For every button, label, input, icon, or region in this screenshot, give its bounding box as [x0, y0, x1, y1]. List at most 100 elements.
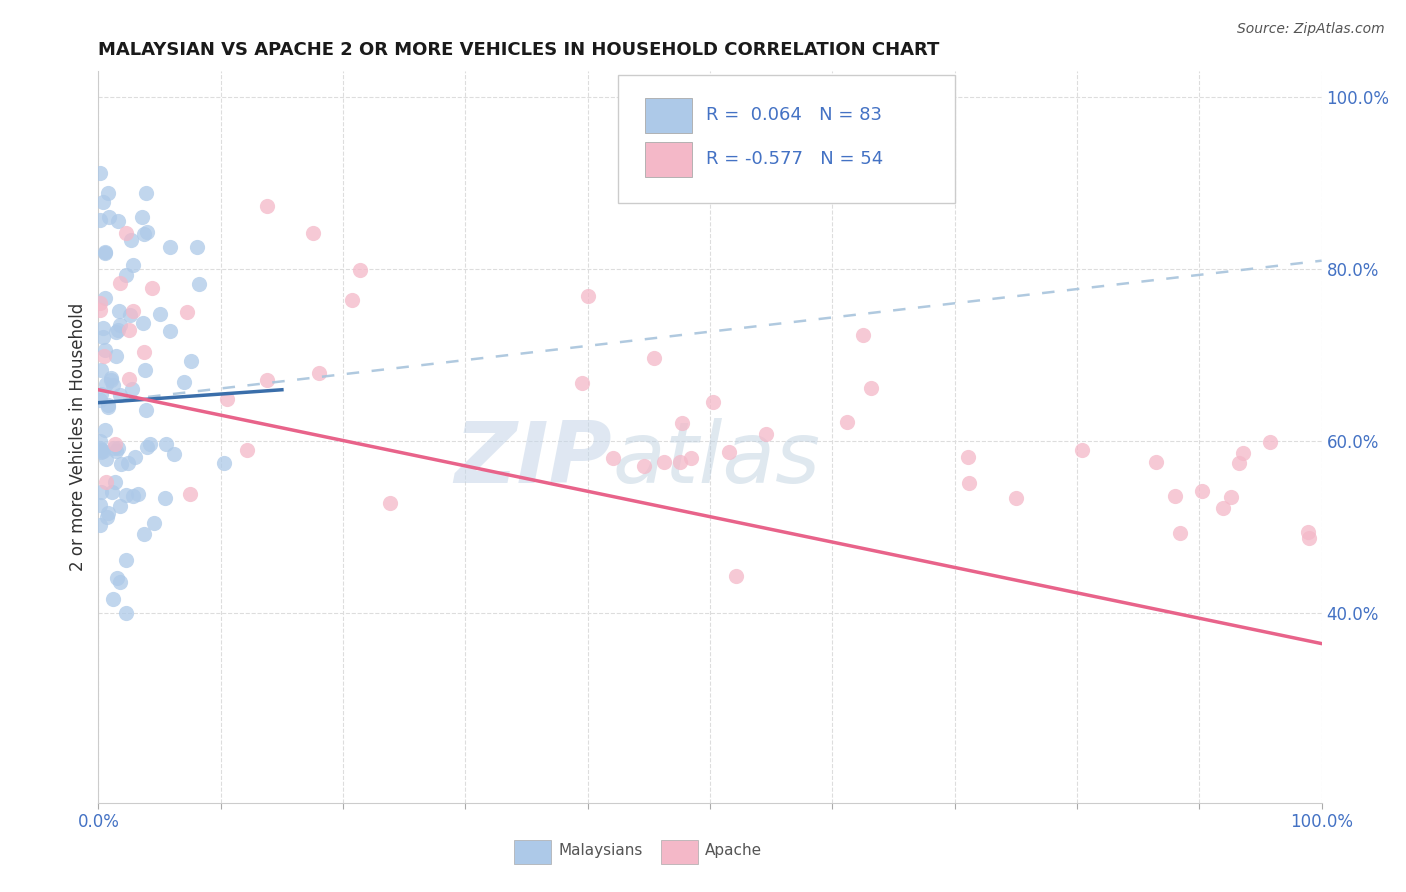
- Point: [1070, 443, 1092, 458]
- Point: [342, 293, 364, 307]
- Text: atlas: atlas: [612, 417, 820, 500]
- Point: [120, 308, 142, 322]
- Point: [97, 210, 120, 224]
- Point: [91, 320, 114, 334]
- Point: [378, 496, 401, 510]
- Point: [643, 351, 665, 366]
- Point: [117, 323, 139, 337]
- Point: [159, 240, 181, 254]
- Point: [91, 330, 114, 344]
- Point: [96, 451, 118, 466]
- Point: [104, 349, 127, 363]
- Point: [115, 606, 138, 620]
- Text: Source: ZipAtlas.com: Source: ZipAtlas.com: [1237, 22, 1385, 37]
- Point: [860, 381, 883, 395]
- Point: [101, 485, 124, 500]
- Point: [163, 447, 186, 461]
- Point: [90, 387, 112, 401]
- Point: [1296, 525, 1319, 540]
- Point: [93, 291, 115, 305]
- Point: [121, 382, 143, 396]
- Point: [100, 371, 122, 385]
- Point: [104, 437, 127, 451]
- Point: [91, 443, 114, 458]
- Point: [114, 268, 136, 282]
- Point: [1298, 531, 1320, 545]
- Y-axis label: 2 or more Vehicles in Household: 2 or more Vehicles in Household: [69, 303, 87, 571]
- Point: [108, 318, 131, 333]
- Point: [633, 459, 655, 474]
- Point: [176, 304, 198, 318]
- Text: Malaysians: Malaysians: [558, 843, 643, 858]
- Point: [755, 427, 778, 442]
- Point: [90, 484, 112, 499]
- Point: [94, 424, 117, 438]
- Point: [97, 186, 120, 201]
- Point: [256, 199, 278, 213]
- Point: [90, 363, 112, 377]
- Point: [115, 227, 138, 241]
- Point: [96, 509, 118, 524]
- Point: [131, 210, 153, 224]
- Point: [89, 296, 111, 310]
- Point: [308, 366, 330, 380]
- Point: [103, 441, 125, 455]
- Point: [179, 487, 201, 501]
- Point: [89, 517, 111, 532]
- Point: [94, 377, 117, 392]
- Point: [153, 491, 176, 505]
- Point: [135, 225, 157, 239]
- Point: [97, 401, 120, 415]
- Point: [107, 442, 129, 456]
- Point: [669, 454, 692, 468]
- Point: [110, 276, 132, 290]
- Point: [173, 375, 195, 389]
- Point: [105, 325, 128, 339]
- Point: [1144, 455, 1167, 469]
- Point: [115, 488, 138, 502]
- Point: [212, 456, 235, 470]
- Point: [124, 450, 146, 464]
- FancyBboxPatch shape: [645, 142, 692, 177]
- Point: [149, 307, 172, 321]
- Point: [1232, 446, 1254, 460]
- Text: R =  0.064   N = 83: R = 0.064 N = 83: [706, 106, 883, 124]
- Point: [89, 212, 111, 227]
- Point: [105, 571, 128, 585]
- Point: [302, 226, 325, 240]
- Point: [576, 289, 599, 303]
- FancyBboxPatch shape: [619, 75, 955, 203]
- Point: [957, 476, 980, 491]
- Point: [117, 456, 139, 470]
- Point: [1164, 489, 1187, 503]
- Point: [97, 398, 120, 412]
- Point: [724, 569, 747, 583]
- Point: [1258, 434, 1281, 449]
- Point: [89, 442, 111, 456]
- FancyBboxPatch shape: [645, 98, 692, 133]
- Point: [718, 444, 741, 458]
- Point: [101, 377, 124, 392]
- Point: [94, 244, 117, 259]
- Point: [159, 324, 181, 338]
- Point: [1212, 500, 1234, 515]
- Point: [134, 345, 156, 359]
- Point: [90, 445, 112, 459]
- Point: [104, 475, 127, 489]
- Point: [89, 434, 111, 449]
- Point: [180, 354, 202, 368]
- Point: [97, 506, 120, 520]
- FancyBboxPatch shape: [515, 840, 551, 863]
- Point: [134, 363, 156, 377]
- Point: [1219, 490, 1241, 504]
- Point: [143, 516, 166, 530]
- Point: [188, 277, 211, 291]
- Point: [136, 440, 159, 454]
- FancyBboxPatch shape: [661, 840, 697, 863]
- Point: [256, 373, 278, 387]
- Point: [138, 436, 160, 450]
- Point: [127, 487, 149, 501]
- Point: [108, 574, 131, 589]
- Point: [93, 343, 115, 357]
- Point: [349, 262, 371, 277]
